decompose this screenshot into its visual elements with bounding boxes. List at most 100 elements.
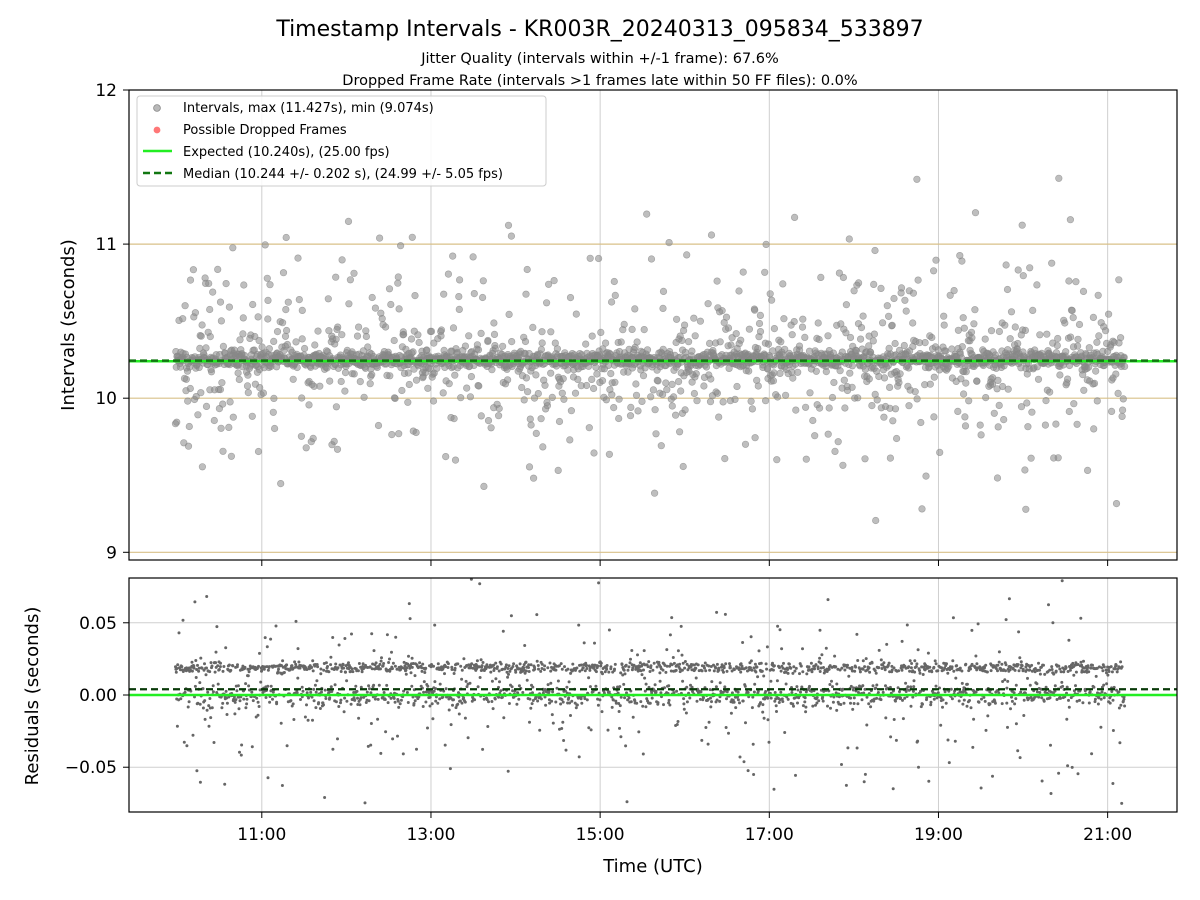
residual-point	[1057, 771, 1061, 775]
residual-point	[175, 667, 179, 670]
residual-point	[434, 699, 438, 703]
residual-point	[1094, 674, 1098, 678]
interval-point	[345, 300, 353, 308]
residual-point	[744, 721, 747, 725]
interval-point	[415, 338, 423, 347]
interval-point	[439, 389, 447, 397]
residual-point	[913, 670, 917, 674]
residual-point	[653, 683, 657, 687]
residual-point	[530, 702, 534, 706]
residual-point	[891, 787, 895, 791]
residual-point	[382, 662, 386, 665]
residual-point	[1122, 697, 1126, 701]
interval-point	[767, 296, 776, 304]
residual-point	[1089, 666, 1093, 670]
residual-point	[709, 696, 712, 700]
residual-point	[1040, 779, 1044, 783]
residual-point	[883, 666, 887, 669]
residual-point	[1016, 749, 1020, 753]
residual-point	[769, 679, 773, 683]
interval-point	[718, 307, 726, 315]
residual-point	[960, 669, 964, 673]
residual-point	[828, 683, 832, 686]
residual-point	[523, 671, 527, 675]
residual-point	[958, 666, 962, 670]
residual-point	[216, 664, 220, 668]
interval-point	[484, 336, 492, 345]
interval-point	[777, 338, 785, 346]
residual-point	[412, 702, 416, 705]
interval-point	[360, 393, 368, 401]
residual-point	[1106, 673, 1110, 677]
residual-point	[782, 661, 785, 665]
legend: Intervals, max (11.427s), min (9.074s) P…	[136, 95, 547, 187]
residual-point	[1117, 690, 1121, 694]
residual-point	[824, 646, 828, 650]
interval-point	[394, 273, 402, 281]
interval-point	[582, 381, 591, 390]
interval-point	[745, 367, 753, 375]
residual-point	[293, 660, 297, 664]
residual-point	[479, 658, 483, 662]
interval-point	[770, 325, 779, 333]
residual-point	[786, 697, 790, 701]
residual-point	[585, 664, 589, 667]
residual-point	[759, 701, 762, 705]
residual-point	[1092, 685, 1096, 689]
interval-point	[449, 324, 458, 332]
interval-point	[1066, 216, 1074, 224]
residual-point	[1110, 670, 1114, 674]
interval-point	[217, 424, 225, 432]
residual-point	[947, 761, 951, 765]
residual-point	[531, 685, 535, 689]
residual-point	[916, 739, 920, 743]
residual-point	[708, 688, 712, 692]
residual-point	[205, 708, 209, 712]
residual-point	[1057, 664, 1061, 668]
residual-point	[473, 698, 477, 702]
residual-point	[619, 695, 623, 699]
residual-point	[1081, 701, 1085, 705]
residual-point	[566, 667, 570, 671]
interval-point	[962, 379, 970, 387]
residual-point	[646, 665, 650, 669]
residual-point	[940, 666, 944, 670]
interval-point	[592, 363, 600, 371]
residual-point	[846, 663, 849, 667]
residual-point	[1120, 665, 1124, 669]
residual-point	[562, 739, 566, 742]
interval-point	[1018, 221, 1026, 229]
residual-point	[787, 662, 791, 666]
residual-point	[565, 685, 569, 689]
interval-point	[779, 280, 787, 288]
residual-point	[861, 667, 865, 671]
residual-point	[174, 670, 178, 674]
interval-point	[593, 370, 601, 378]
residual-point	[869, 705, 873, 709]
residual-point	[403, 664, 407, 668]
residual-point	[607, 670, 611, 674]
residual-point	[724, 726, 728, 729]
interval-point	[397, 242, 405, 250]
interval-point	[1073, 342, 1082, 350]
residual-point	[470, 662, 474, 666]
interval-point	[1092, 367, 1100, 375]
residual-point	[727, 731, 730, 735]
residual-point	[955, 664, 959, 668]
residual-point	[579, 663, 583, 667]
interval-point	[959, 314, 967, 322]
residual-point	[600, 710, 604, 714]
residual-point	[821, 695, 825, 699]
residual-point	[551, 721, 555, 725]
interval-point	[1011, 323, 1019, 331]
residual-point	[259, 680, 263, 684]
interval-point	[683, 251, 691, 259]
intervals-y-tick-label: 10	[95, 389, 117, 409]
residual-point	[834, 665, 838, 669]
interval-point	[522, 374, 531, 382]
residual-point	[821, 699, 825, 703]
interval-point	[378, 315, 386, 323]
residual-point	[971, 745, 975, 749]
residual-point	[742, 760, 746, 764]
residual-point	[456, 702, 460, 706]
